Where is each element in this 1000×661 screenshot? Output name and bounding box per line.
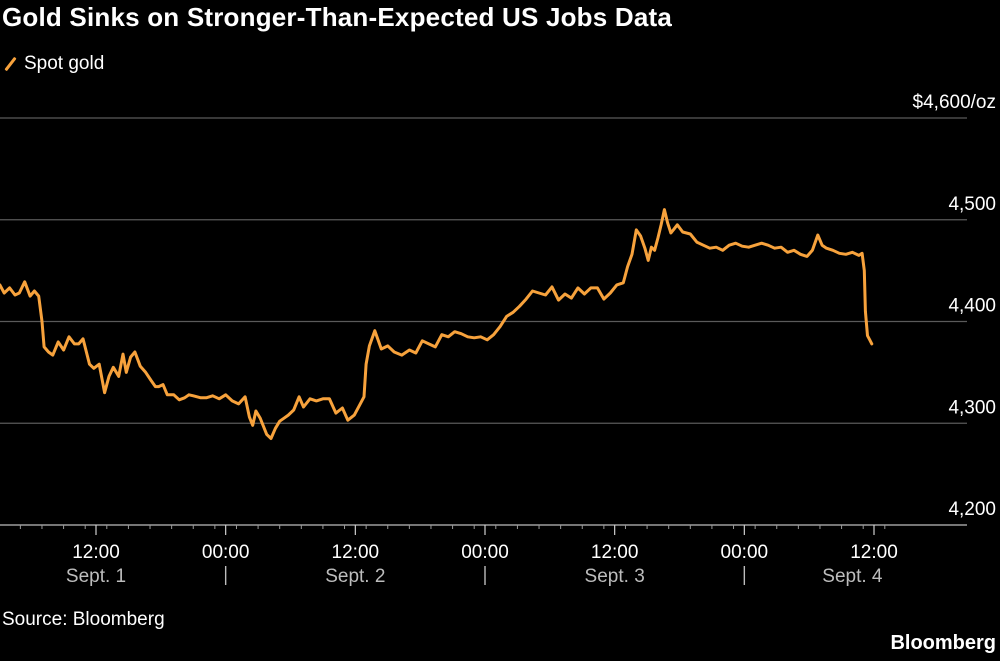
legend-label: Spot gold xyxy=(24,53,105,74)
legend-swatch xyxy=(4,56,17,72)
chart-title: Gold Sinks on Stronger-Than-Expected US … xyxy=(2,2,673,32)
x-tick-label: 00:00 xyxy=(461,542,509,563)
y-tick-label: 4,300 xyxy=(948,397,996,418)
legend: Spot gold xyxy=(4,52,104,76)
source-note: Source: Bloomberg xyxy=(2,609,165,630)
day-label: Sept. 3 xyxy=(585,566,645,587)
x-tick-label: 00:00 xyxy=(202,542,250,563)
x-tick-label: 12:00 xyxy=(850,542,898,563)
y-tick-label: $4,600/oz xyxy=(913,92,996,113)
y-tick-label: 4,200 xyxy=(948,499,996,520)
day-label: Sept. 4 xyxy=(822,566,883,587)
x-tick-label: 12:00 xyxy=(591,542,639,563)
day-label: Sept. 2 xyxy=(325,566,385,587)
line-chart: 4,200 4,300 4,400 4,500 $4,600/oz 12:00 00:00 1… xyxy=(0,92,996,587)
series-line-spot-gold xyxy=(0,208,874,440)
x-tick-label: 12:00 xyxy=(332,542,380,563)
brand-logo-text: Bloomberg xyxy=(890,632,996,654)
x-tick-label: 00:00 xyxy=(721,542,769,563)
x-tick-label: 12:00 xyxy=(72,542,120,563)
y-tick-label: 4,400 xyxy=(948,296,996,317)
day-label: Sept. 1 xyxy=(66,566,126,587)
y-tick-label: 4,500 xyxy=(948,194,996,215)
